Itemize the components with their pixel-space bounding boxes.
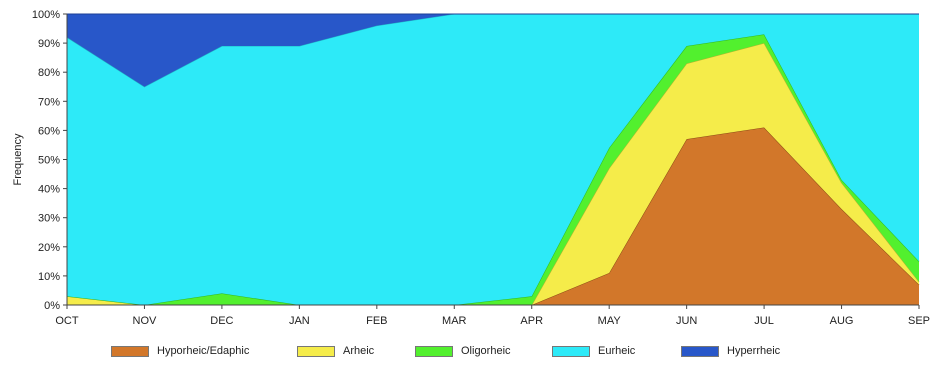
y-tick-label: 30% [38,213,60,225]
y-tick-label: 50% [38,155,60,167]
area-hyporheic-edaphic [67,127,919,306]
x-tick-label: AUG [830,315,854,327]
y-tick-label: 70% [38,96,60,108]
x-tick-label: APR [520,315,543,327]
x-tick-label: JUN [676,315,697,327]
legend-item: Hyperrheic [681,343,780,359]
x-tick-label: MAY [598,315,622,327]
stacked-area-chart: 0% 10% 20% 30% 40% 50% 60% 70% 80% 90% 100% OCT NOV D… [12,9,930,327]
legend-item: Arheic [297,343,374,359]
legend-label: Hyporheic/Edaphic [157,345,250,357]
x-tick-label: SEP [908,315,930,327]
y-axis-title: Frequency [12,133,24,185]
legend-label: Arheic [343,345,375,357]
x-tick-label: MAR [442,315,467,327]
y-tick-label: 100% [32,9,60,21]
legend-swatch [552,345,590,357]
area-hyperrheic [67,14,919,87]
y-tick-label: 10% [38,271,60,283]
legend-label: Hyperrheic [727,345,781,357]
y-tick-label: 20% [38,242,60,254]
area-arheic [67,43,919,305]
legend-item: Hyporheic/Edaphic [111,343,249,359]
legend-label: Oligorheic [461,345,511,357]
legend-swatch [297,345,335,357]
legend-label: Eurheic [598,345,636,357]
x-tick-label: OCT [55,315,79,327]
legend-swatch [415,345,453,357]
y-tick-label: 0% [44,300,60,312]
x-tick-label: JAN [289,315,310,327]
y-tick-label: 90% [38,38,60,50]
x-tick-label: NOV [133,315,158,327]
legend: Hyporheic/Edaphic Arheic Oligorheic Eurheic… [0,339,936,363]
legend-swatch [111,345,149,357]
x-tick-label: FEB [366,315,387,327]
area-eurheic [67,14,919,305]
x-tick-label: DEC [210,315,233,327]
legend-item: Eurheic [552,343,635,359]
y-tick-label: 40% [38,184,60,196]
y-tick-label: 80% [38,67,60,79]
y-tick-label: 60% [38,125,60,137]
x-tick-label: JUL [754,315,774,327]
legend-item: Oligorheic [415,343,511,359]
legend-swatch [681,345,719,357]
